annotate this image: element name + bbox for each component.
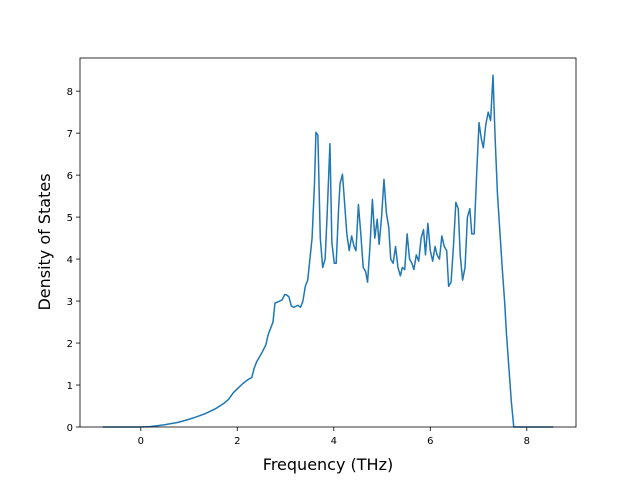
x-tick-label: 2 [234,436,240,447]
x-axis-label: Frequency (THz) [263,455,393,474]
line [102,74,554,428]
y-tick-label: 3 [67,297,73,308]
y-tick-label: 2 [67,339,73,350]
plot-frame [79,57,577,428]
y-tick-label: 6 [67,171,73,182]
y-tick-label: 8 [67,87,73,98]
y-tick-label: 7 [67,129,73,140]
y-tick-label: 4 [67,255,73,266]
y-tick-label: 5 [67,213,73,224]
x-tick-label: 0 [138,436,144,447]
y-tick-label: 1 [67,381,73,392]
x-tick-label: 8 [524,436,530,447]
x-tick-label: 4 [331,436,337,447]
y-axis-label: Density of States [35,173,54,310]
y-tick-label: 0 [67,423,73,434]
x-tick-label: 6 [427,436,433,447]
